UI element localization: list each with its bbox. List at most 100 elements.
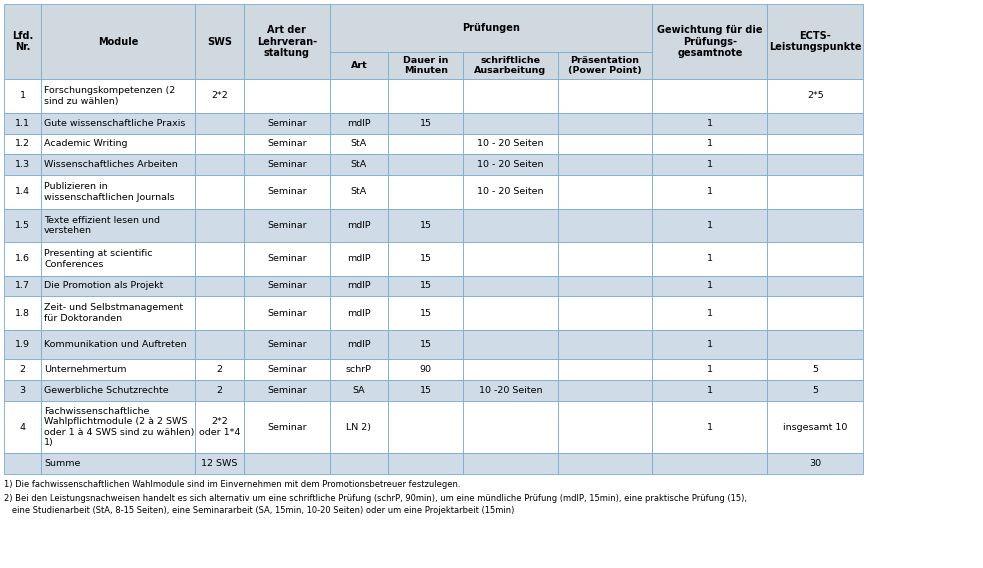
Text: Seminar: Seminar [267,119,307,128]
Text: Publizieren in
wissenschaftlichen Journals: Publizieren in wissenschaftlichen Journa… [44,182,175,202]
Bar [463,133,557,154]
Bar [388,453,463,474]
Text: mdlP: mdlP [347,221,371,230]
Bar [463,401,557,453]
Bar [329,296,388,330]
Text: Gewerbliche Schutzrechte: Gewerbliche Schutzrechte [44,386,169,395]
Text: Seminar: Seminar [267,221,307,230]
Text: 10 - 20 Seiten: 10 - 20 Seiten [478,140,544,148]
Bar [653,176,768,208]
Text: 15: 15 [420,386,432,395]
Bar [244,401,329,453]
Bar [4,208,41,242]
Bar [388,176,463,208]
Text: Die Promotion als Projekt: Die Promotion als Projekt [44,282,163,290]
Bar [557,208,653,242]
Bar [41,380,195,401]
Bar [557,242,653,275]
Bar [653,79,768,112]
Bar [463,330,557,359]
Bar [768,133,863,154]
Bar [653,112,768,133]
Text: 4: 4 [20,423,26,432]
Bar [768,380,863,401]
Text: 1) Die fachwissenschaftlichen Wahlmodule sind im Einvernehmen mit dem Promotions: 1) Die fachwissenschaftlichen Wahlmodule… [4,480,460,489]
Text: 1: 1 [707,119,713,128]
Bar [244,330,329,359]
Text: Seminar: Seminar [267,386,307,395]
Text: Kommunikation und Auftreten: Kommunikation und Auftreten [44,340,187,349]
Bar [195,296,244,330]
Text: 15: 15 [420,308,432,318]
Bar [195,154,244,176]
Bar [329,380,388,401]
Text: Seminar: Seminar [267,187,307,197]
Text: Art: Art [351,61,368,70]
Bar [768,242,863,275]
Bar [329,4,653,52]
Text: SWS: SWS [207,36,232,47]
Bar [329,401,388,453]
Bar [329,208,388,242]
Bar [4,275,41,296]
Bar [557,453,653,474]
Bar [463,359,557,380]
Text: 1: 1 [707,254,713,264]
Bar [388,52,463,79]
Text: Summe: Summe [44,459,81,468]
Text: Präsentation
(Power Point): Präsentation (Power Point) [568,56,642,76]
Text: 1.3: 1.3 [15,160,30,169]
Bar [41,275,195,296]
Bar [653,154,768,176]
Bar [557,330,653,359]
Text: Zeit- und Selbstmanagement
für Doktoranden: Zeit- und Selbstmanagement für Doktorand… [44,303,183,323]
Bar [768,208,863,242]
Bar [195,112,244,133]
Text: 1: 1 [20,91,26,101]
Text: 5: 5 [812,386,818,395]
Bar [768,359,863,380]
Bar [329,242,388,275]
Text: Texte effizient lesen und
verstehen: Texte effizient lesen und verstehen [44,216,160,235]
Bar [4,453,41,474]
Text: 2: 2 [216,365,222,374]
Text: LN 2): LN 2) [346,423,372,432]
Bar [4,242,41,275]
Bar [557,112,653,133]
Bar [244,380,329,401]
Bar [195,133,244,154]
Bar [329,176,388,208]
Text: 2*2
oder 1*4: 2*2 oder 1*4 [199,417,240,437]
Text: StA: StA [351,187,367,197]
Bar [329,112,388,133]
Bar [388,359,463,380]
Text: Seminar: Seminar [267,254,307,264]
Text: 1: 1 [707,386,713,395]
Bar [4,176,41,208]
Bar [41,453,195,474]
Bar [41,79,195,112]
Bar [653,380,768,401]
Bar [653,208,768,242]
Bar [557,176,653,208]
Bar [653,133,768,154]
Text: Presenting at scientific
Conferences: Presenting at scientific Conferences [44,249,152,269]
Bar [195,4,244,79]
Text: Seminar: Seminar [267,340,307,349]
Text: StA: StA [351,160,367,169]
Bar [463,52,557,79]
Text: 15: 15 [420,254,432,264]
Bar [557,380,653,401]
Bar [768,275,863,296]
Text: Seminar: Seminar [267,160,307,169]
Bar [768,401,863,453]
Text: SA: SA [353,386,366,395]
Bar [388,275,463,296]
Bar [244,133,329,154]
Text: 12 SWS: 12 SWS [202,459,238,468]
Text: Dauer in
Minuten: Dauer in Minuten [403,56,448,76]
Bar [195,242,244,275]
Bar [4,296,41,330]
Bar [557,154,653,176]
Text: Seminar: Seminar [267,282,307,290]
